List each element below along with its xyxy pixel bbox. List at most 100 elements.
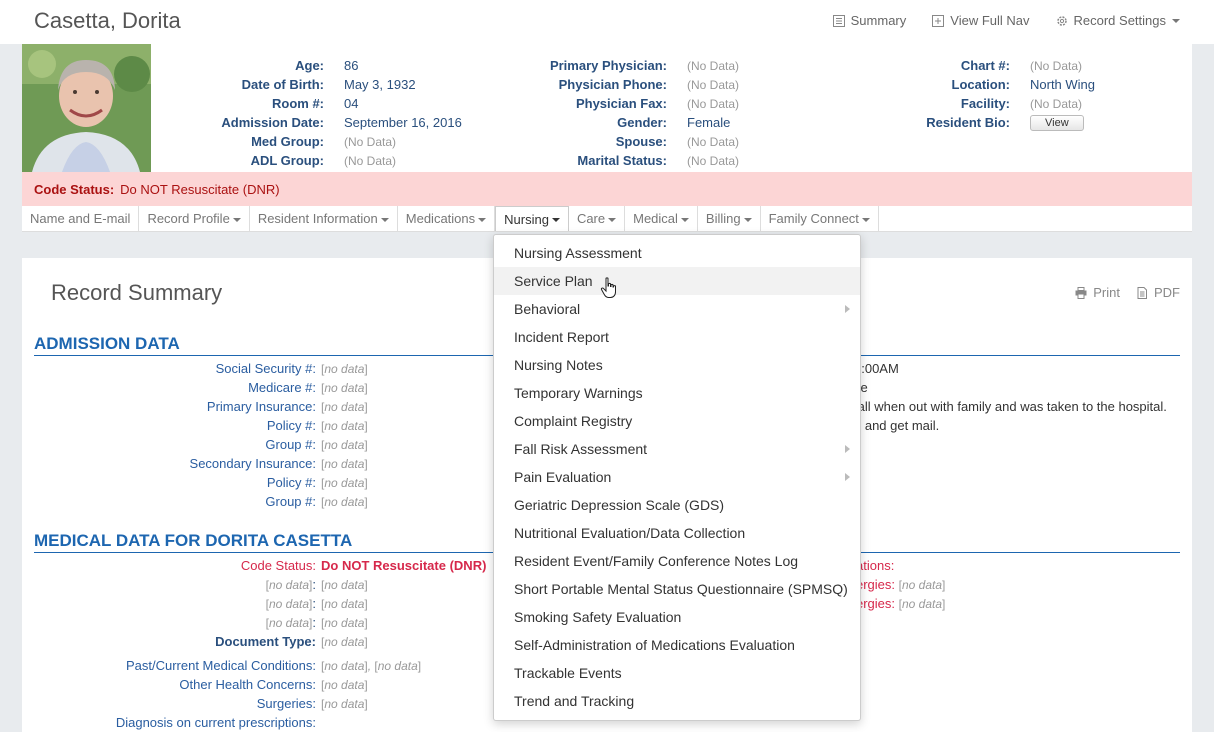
- admission-note-fragment: e and get mail.: [854, 418, 940, 433]
- tab-family-connect[interactable]: Family Connect: [761, 206, 879, 231]
- med-group-row: Med Group: (No Data): [172, 132, 462, 151]
- field-value: [no data]: [321, 399, 368, 414]
- table-row: [no data]: [no data]: [34, 613, 486, 632]
- tab-record-profile[interactable]: Record Profile: [139, 206, 250, 231]
- code-status-field-value: Do NOT Resuscitate (DNR): [321, 558, 487, 573]
- menu-item-smoking-safety[interactable]: Smoking Safety Evaluation: [514, 609, 682, 625]
- field-label: Primary Insurance:: [206, 399, 316, 414]
- menu-item-pain-evaluation[interactable]: Pain Evaluation: [494, 463, 860, 491]
- field-value: [no data]: [321, 437, 368, 452]
- spouse-value: (No Data): [687, 134, 740, 149]
- record-settings-dropdown[interactable]: Record Settings: [1056, 13, 1180, 28]
- chart-label: Chart #:: [960, 58, 1010, 73]
- table-row: Code Status: Do NOT Resuscitate (DNR): [34, 556, 487, 575]
- tab-care[interactable]: Care: [569, 206, 626, 231]
- room-row: Room #: 04: [172, 94, 462, 113]
- tab-label: Name and E-mail: [30, 211, 131, 226]
- menu-item-nursing-notes[interactable]: Nursing Notes: [514, 357, 603, 373]
- tab-medical[interactable]: Medical: [625, 206, 698, 231]
- menu-item-spmsq[interactable]: Short Portable Mental Status Questionnai…: [514, 581, 848, 597]
- gender-label: Gender:: [617, 115, 667, 130]
- dob-value: May 3, 1932: [344, 77, 416, 92]
- menu-item-fall-risk-assessment[interactable]: Fall Risk Assessment: [494, 435, 860, 463]
- pdf-button[interactable]: PDF: [1136, 285, 1180, 300]
- code-status-banner: Code Status: Do NOT Resuscitate (DNR): [22, 172, 1192, 206]
- caret-down-icon: [478, 217, 487, 222]
- field-value: [no data]: [321, 634, 368, 649]
- marital-status-label: Marital Status:: [577, 153, 667, 168]
- physician-phone-row: Physician Phone: (No Data): [492, 75, 739, 94]
- caret-down-icon: [680, 217, 689, 222]
- facility-value: (No Data): [1030, 96, 1083, 111]
- spouse-row: Spouse: (No Data): [492, 132, 739, 151]
- tab-billing[interactable]: Billing: [698, 206, 761, 231]
- menu-item-self-administration[interactable]: Self-Administration of Medications Evalu…: [514, 637, 795, 653]
- physician-fax-row: Physician Fax: (No Data): [492, 94, 739, 113]
- chevron-right-icon: [845, 473, 850, 481]
- resident-bio-label: Resident Bio:: [926, 115, 1010, 130]
- menu-item-family-conference-log[interactable]: Resident Event/Family Conference Notes L…: [514, 553, 799, 569]
- field-value: [no data]: [321, 418, 368, 433]
- field-label: [no data]:: [265, 577, 316, 592]
- print-button[interactable]: Print: [1075, 285, 1120, 300]
- menu-item-incident-report[interactable]: Incident Report: [514, 329, 609, 345]
- gear-icon: [1056, 15, 1067, 26]
- menu-item-temporary-warnings[interactable]: Temporary Warnings: [514, 385, 643, 401]
- menu-item-trackable-events[interactable]: Trackable Events: [514, 665, 622, 681]
- caret-down-icon: [551, 218, 560, 222]
- plus-square-icon: [932, 14, 945, 27]
- menu-item-nutritional-evaluation[interactable]: Nutritional Evaluation/Data Collection: [514, 525, 746, 541]
- tab-nursing[interactable]: Nursing: [495, 206, 569, 231]
- age-row: Age: 86: [172, 56, 462, 75]
- table-row: Past/Current Medical Conditions: [no data…: [34, 656, 486, 675]
- table-row: Other Health Concerns: [no data]: [34, 675, 486, 694]
- record-settings-label: Record Settings: [1073, 13, 1167, 28]
- view-full-nav-link[interactable]: View Full Nav: [932, 13, 1030, 28]
- chevron-right-icon: [845, 305, 850, 313]
- menu-item-nursing-assessment[interactable]: Nursing Assessment: [514, 245, 642, 261]
- caret-down-icon: [1172, 18, 1180, 23]
- field-label: Medicare #:: [248, 380, 316, 395]
- panel-tools: Print PDF: [1075, 285, 1180, 300]
- field-label: Past/Current Medical Conditions:: [125, 658, 316, 673]
- menu-item-trend-and-tracking[interactable]: Trend and Tracking: [514, 693, 635, 709]
- tab-label: Billing: [705, 211, 741, 226]
- table-row: Primary Insurance: [no data]: [34, 397, 368, 416]
- resident-profile-card: Age: 86 Date of Birth: May 3, 1932 Room #:…: [22, 44, 1192, 172]
- menu-item-gds[interactable]: Geriatric Depression Scale (GDS): [514, 497, 725, 513]
- age-value: 86: [344, 58, 359, 73]
- code-status-label: Code Status:: [34, 181, 115, 197]
- menu-item-behavioral[interactable]: Behavioral: [494, 295, 860, 323]
- allergies-fragment-2: ergies: [no data]: [856, 596, 946, 611]
- menu-item-service-plan[interactable]: Service Plan: [494, 267, 860, 295]
- code-status-value: Do NOT Resuscitate (DNR): [120, 181, 280, 197]
- top-nav: Summary View Full Nav Record Settings: [832, 13, 1180, 28]
- facility-row: Facility: (No Data): [872, 94, 1095, 113]
- top-header: Casetta, Dorita Summary View Full Nav Re…: [0, 0, 1214, 44]
- field-value: [no data]: [321, 361, 368, 376]
- field-value: [no data]: [321, 596, 368, 611]
- room-value: 04: [344, 96, 359, 111]
- field-label: [no data]:: [265, 615, 316, 630]
- tab-name-and-email[interactable]: Name and E-mail: [22, 206, 140, 231]
- profile-column-2: Primary Physician: (No Data) Physician Ph…: [492, 56, 739, 170]
- tab-resident-information[interactable]: Resident Information: [250, 206, 398, 231]
- summary-link[interactable]: Summary: [832, 13, 906, 28]
- physician-phone-label: Physician Phone:: [558, 77, 667, 92]
- view-full-nav-label: View Full Nav: [950, 13, 1030, 28]
- med-group-label: Med Group:: [251, 134, 324, 149]
- physician-fax-label: Physician Fax:: [575, 96, 667, 111]
- medications-fragment: ations:: [856, 558, 895, 573]
- primary-physician-label: Primary Physician:: [549, 58, 667, 73]
- caret-down-icon: [232, 217, 241, 222]
- menu-item-complaint-registry[interactable]: Complaint Registry: [514, 413, 633, 429]
- caret-down-icon: [380, 217, 389, 222]
- table-row: Group #: [no data]: [34, 492, 367, 511]
- gender-value: Female: [687, 115, 731, 130]
- field-label: [no data]:: [265, 596, 316, 611]
- view-bio-button[interactable]: View: [1030, 114, 1084, 131]
- document-icon: [1137, 286, 1147, 299]
- tab-label: Resident Information: [257, 211, 378, 226]
- dob-label: Date of Birth:: [241, 77, 324, 92]
- tab-medications[interactable]: Medications: [398, 206, 496, 231]
